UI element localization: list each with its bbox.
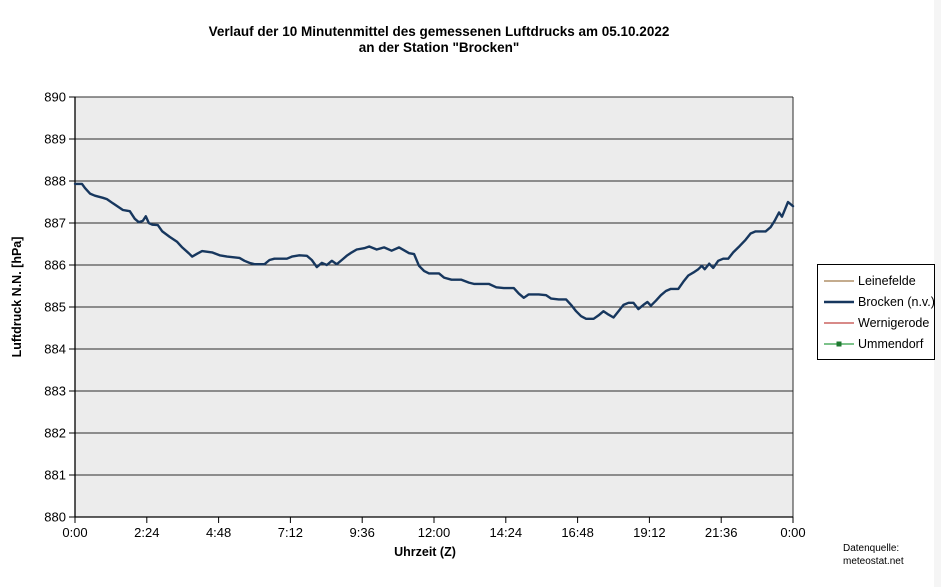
right-margin-strip [934,0,941,587]
x-tick-label: 0:00 [62,525,87,540]
legend-line-sample-ummendorf [824,341,854,346]
y-tick-label: 884 [44,342,66,357]
y-tick-label: 885 [44,300,66,315]
chart-title: Verlauf der 10 Minutenmittel des gemesse… [0,24,878,56]
x-tick-label: 4:48 [206,525,231,540]
legend-line-sample-leinefelde [824,279,854,282]
legend-item-ummendorf: Ummendorf [824,333,930,354]
y-tick-label: 883 [44,384,66,399]
y-tick-label: 889 [44,132,66,147]
legend-item-wernigerode: Wernigerode [824,312,930,333]
chart-title-line1: Verlauf der 10 Minutenmittel des gemesse… [208,24,670,39]
series-line-brocken-n-v [73,182,795,320]
legend: Leinefelde Brocken (n.v.) Wernigerode Ummen… [817,264,935,360]
x-tick-label: 14:24 [490,525,523,540]
data-source: Datenquelle: meteostat.net [843,542,904,568]
x-axis-title: Uhrzeit (Z) [394,545,456,559]
x-tick-label: 2:24 [134,525,159,540]
x-tick-label: 7:12 [278,525,303,540]
y-tick-label: 887 [44,216,66,231]
chart-title-line2: an der Station "Brocken" [358,40,520,55]
legend-line-sample-wernigerode [824,321,854,324]
y-tick-label: 881 [44,468,66,483]
legend-label-wernigerode: Wernigerode [858,315,930,330]
legend-label-leinefelde: Leinefelde [858,273,916,288]
y-tick-label: 880 [44,510,66,525]
x-tick-label: 9:36 [350,525,375,540]
data-source-line2: meteostat.net [843,556,904,567]
y-tick-label: 886 [44,258,66,273]
y-tick-label: 882 [44,426,66,441]
legend-item-leinefelde: Leinefelde [824,270,930,291]
legend-line-sample-brocken-n-v [824,300,854,303]
x-tick-label: 19:12 [633,525,666,540]
y-tick-label: 888 [44,174,66,189]
x-tick-label: 12:00 [418,525,451,540]
legend-item-brocken-n-v: Brocken (n.v.) [824,291,935,312]
data-source-line1: Datenquelle: [843,543,900,554]
x-tick-label: 0:00 [780,525,805,540]
y-tick-label: 890 [44,90,66,105]
legend-label-ummendorf: Ummendorf [858,336,924,351]
x-tick-label: 16:48 [561,525,594,540]
legend-label-brocken-n-v: Brocken (n.v.) [858,294,935,309]
x-tick-label: 21:36 [705,525,738,540]
legend-marker-ummendorf [836,341,842,346]
